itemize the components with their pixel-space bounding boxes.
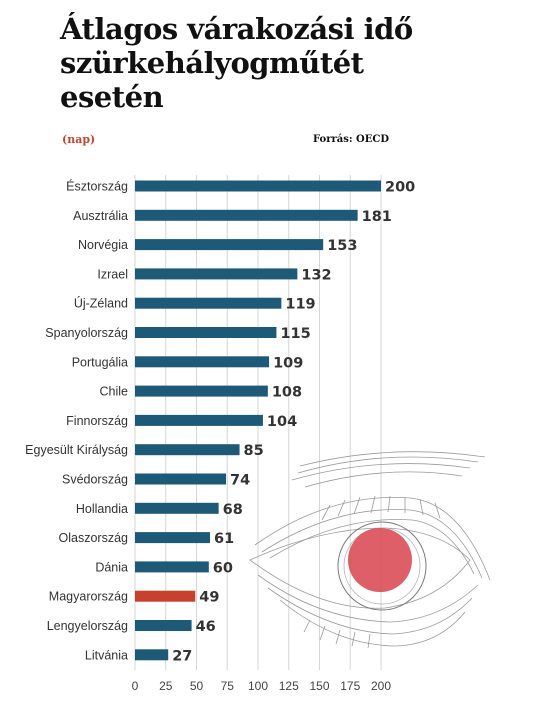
bar [135,181,381,192]
value-label: 49 [199,590,219,606]
bar [135,503,219,514]
value-label: 27 [172,648,192,664]
bar [135,356,269,367]
bar [135,532,210,543]
value-label: 119 [285,297,315,313]
value-label: 200 [385,180,415,196]
x-tick-label: 75 [221,679,235,693]
bar [135,210,358,221]
category-label: Dánia [95,560,128,574]
category-label: Egyesült Királyság [25,443,128,457]
bar [135,561,209,572]
value-label: 74 [230,473,250,489]
category-label: Lengyelország [47,619,128,633]
value-label: 104 [267,414,297,430]
x-tick-label: 25 [159,679,173,693]
pupil-highlight [348,528,412,592]
category-label: Svédország [62,473,128,487]
bar [135,415,263,426]
category-label: Spanyolország [45,326,128,340]
category-label: Új-Zéland [74,296,128,311]
x-tick-label: 200 [371,679,391,693]
category-label: Izrael [97,267,128,281]
value-label: 132 [301,267,331,283]
bar [135,298,281,309]
value-label: 181 [362,209,392,225]
value-label: 115 [280,326,310,342]
value-label: 46 [196,619,216,635]
value-label: 108 [272,385,302,401]
bar [135,386,268,397]
category-label: Portugália [72,355,128,369]
category-label: Hollandia [76,502,128,516]
category-label: Norvégia [78,238,128,252]
bar [135,268,297,279]
x-tick-label: 50 [190,679,204,693]
bar [135,591,195,602]
category-label: Finnország [66,414,128,428]
x-axis: 0 25 50 75 100 125 150 175 200 [132,679,392,693]
category-label: Chile [100,385,129,399]
category-label: Észtország [66,179,128,194]
value-label: 61 [214,531,234,547]
x-tick-label: 125 [279,679,299,693]
bar [135,327,276,338]
x-tick-label: 150 [309,679,329,693]
category-label: Ausztrália [73,209,128,223]
bar [135,444,240,455]
value-label: 85 [244,443,264,459]
value-label: 60 [213,560,233,576]
x-tick-label: 0 [132,679,139,693]
category-label: Olaszország [59,531,129,545]
category-label: Litvánia [85,648,128,662]
category-label: Magyarország [49,590,128,604]
value-label: 109 [273,355,303,371]
x-tick-label: 100 [248,679,268,693]
value-label: 153 [327,238,357,254]
x-tick-label: 175 [340,679,360,693]
bar [135,620,192,631]
bar [135,239,323,250]
bar [135,474,226,485]
bar [135,649,168,660]
value-label: 68 [223,502,243,518]
